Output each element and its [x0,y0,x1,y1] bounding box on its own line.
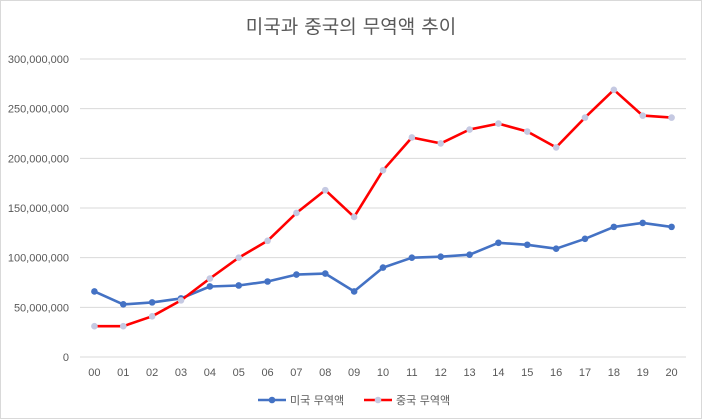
data-point [148,312,156,320]
x-tick-label: 06 [261,367,273,379]
y-tick-label: 0 [63,352,69,364]
data-point [552,245,560,253]
data-point [321,270,329,277]
x-tick-label: 09 [348,367,360,379]
x-tick-label: 18 [608,367,620,379]
data-point [466,126,473,133]
series-1 [91,219,675,308]
gridlines [80,58,686,358]
x-tick-label: 04 [204,367,216,379]
y-tick-label: 150,000,000 [8,203,69,215]
x-tick-label: 11 [406,367,417,379]
data-point [350,288,358,295]
data-point [177,297,185,304]
data-point [119,322,127,330]
data-point [437,253,445,260]
series-group [91,86,675,330]
legend-marker [268,396,276,404]
data-point [91,322,98,330]
data-point [379,166,387,174]
x-tick-label: 19 [637,367,649,379]
data-point [610,223,618,231]
data-point [639,112,647,119]
data-point [235,282,243,289]
chart-title: 미국과 중국의 무역액 추이 [245,16,457,38]
x-tick-label: 15 [521,367,533,379]
x-tick-label: 20 [665,367,677,379]
data-point [119,301,127,308]
x-tick-label: 02 [146,367,158,379]
x-tick-label: 01 [117,367,129,379]
y-tick-label: 200,000,000 [8,153,69,165]
x-axis-ticks: 00 01 02 03 04 05 06 07 08 09 10 11 12 13 14 15 16 17 18 19… [88,367,677,379]
data-point [523,241,531,249]
data-point [495,239,502,247]
data-point [293,209,300,217]
data-point [321,186,329,194]
data-point [523,128,531,135]
x-tick-label: 16 [550,367,562,379]
data-point [668,223,675,231]
data-point [350,213,358,221]
data-point [379,264,387,271]
data-point [466,251,473,258]
data-point [235,254,243,261]
data-point [264,278,271,285]
data-point [610,86,618,94]
legend-label: 중국 무역액 [396,394,450,407]
data-point [148,299,156,306]
data-point [264,237,271,245]
x-tick-label: 03 [175,367,187,379]
data-point [408,254,416,261]
y-tick-label: 300,000,000 [8,54,69,66]
x-tick-label: 07 [290,367,302,379]
y-axis-ticks: 0 50,000,000 100,000,000 150,000,000 200,000… [8,54,69,364]
x-tick-label: 00 [88,367,100,379]
x-tick-label: 13 [463,367,475,379]
x-tick-label: 12 [435,367,447,379]
legend-marker [374,396,382,404]
legend-label: 미국 무역액 [290,394,344,407]
x-tick-label: 17 [579,367,591,379]
data-point [91,288,98,295]
data-point [408,134,416,141]
y-tick-label: 50,000,000 [14,302,69,314]
legend-item-2: 중국 무역액 [364,394,450,407]
series-line [93,221,673,306]
y-tick-label: 100,000,000 [8,253,69,265]
data-point [206,275,214,282]
data-point [581,235,589,243]
data-point [552,144,560,151]
data-point [206,283,214,290]
x-tick-label: 08 [319,367,331,379]
series-2 [91,86,675,330]
x-tick-label: 10 [377,367,389,379]
data-point [668,114,675,121]
legend-item-1: 미국 무역액 [258,394,344,407]
y-tick-label: 250,000,000 [8,104,69,116]
data-point [581,114,589,121]
data-point [639,219,647,227]
data-point [293,271,300,278]
data-point [437,140,445,147]
legend: 미국 무역액 중국 무역액 [258,394,450,407]
x-tick-label: 14 [492,367,504,379]
x-tick-label: 05 [233,367,245,379]
data-point [495,120,502,127]
